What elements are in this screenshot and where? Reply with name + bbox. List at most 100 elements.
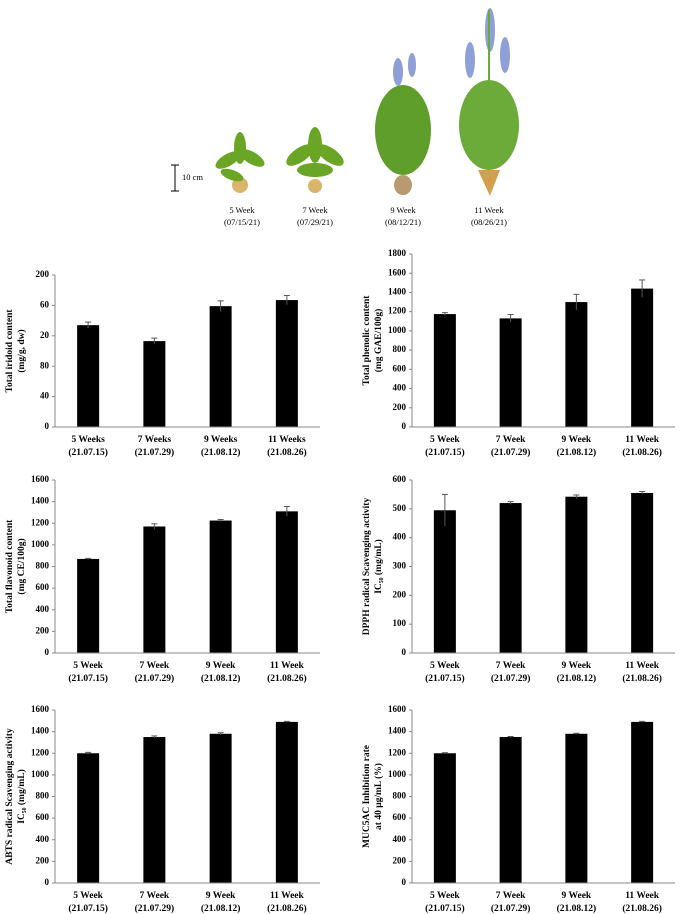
photo-label: (08/12/21) <box>385 217 421 227</box>
bar <box>433 753 456 883</box>
y-tick-label: 800 <box>393 791 407 801</box>
scale-label: 10 cm <box>182 172 203 182</box>
bar <box>143 341 166 427</box>
y-tick-label: 1200 <box>388 306 407 316</box>
y-tick-label: 0 <box>402 647 407 657</box>
photo-label: 5 Week <box>229 205 255 215</box>
y-tick-label: 600 <box>36 582 50 592</box>
y-tick-label: 800 <box>393 344 407 354</box>
y-tick-label: 600 <box>36 812 50 822</box>
y-tick-label: 800 <box>36 561 50 571</box>
bar <box>77 325 100 427</box>
x-tick-label: 9 Week <box>562 435 592 445</box>
x-tick-sublabel: (21.07.15) <box>68 673 108 684</box>
bar <box>631 492 654 653</box>
y-axis-label: MUC5AC Inhibition rate <box>362 745 372 848</box>
x-tick-label: 5 Week <box>430 661 460 671</box>
plant <box>215 132 265 193</box>
x-tick-label: 11 Week <box>270 891 305 901</box>
x-tick-sublabel: (21.07.15) <box>68 903 108 914</box>
y-tick-label: 200 <box>393 402 407 412</box>
x-tick-sublabel: (21.07.15) <box>425 447 465 458</box>
y-axis-label: Total iridoid content <box>5 309 15 393</box>
y-tick-label: 500 <box>393 503 407 513</box>
x-tick-sublabel: (21.08.26) <box>267 903 307 914</box>
bar <box>565 496 588 653</box>
y-tick-label: 40 <box>40 391 50 401</box>
y-axis-label: at 40 μg/mL (%) <box>373 763 384 830</box>
x-tick-sublabel: (21.07.29) <box>135 903 175 914</box>
y-tick-label: 1000 <box>31 769 50 779</box>
x-tick-sublabel: (21.07.15) <box>425 673 465 684</box>
plant <box>286 127 344 193</box>
x-tick-sublabel: (21.08.12) <box>557 673 597 684</box>
y-tick-label: 1400 <box>388 287 407 297</box>
bar <box>77 558 100 653</box>
photo-label: (07/29/21) <box>297 217 333 227</box>
x-tick-sublabel: (21.07.29) <box>135 673 175 684</box>
x-tick-sublabel: (21.08.26) <box>622 673 662 684</box>
bar <box>499 503 522 653</box>
y-axis-label: (mg GAE/100g) <box>373 309 384 373</box>
y-tick-label: 60 <box>40 299 50 309</box>
x-tick-label: 11 Weeks <box>268 435 306 445</box>
x-tick-label: 7 Week <box>140 891 170 901</box>
y-tick-label: 1600 <box>31 474 50 484</box>
y-axis-label: ABTS radical Scavenging activity <box>5 728 15 865</box>
y-tick-label: 1400 <box>31 496 50 506</box>
x-tick-label: 9 Week <box>206 661 236 671</box>
x-tick-sublabel: (21.08.12) <box>557 903 597 914</box>
x-tick-sublabel: (21.07.29) <box>135 447 175 458</box>
photo-label: 9 Week <box>390 205 416 215</box>
y-axis-label: (mg CE/100g) <box>16 538 27 594</box>
bar <box>499 737 522 883</box>
y-tick-label: 1400 <box>31 726 50 736</box>
bar <box>275 721 298 883</box>
bar <box>631 721 654 883</box>
x-tick-label: 11 Week <box>625 891 660 901</box>
x-tick-label: 11 Week <box>625 435 660 445</box>
y-tick-label: 0 <box>45 877 50 887</box>
plant <box>459 8 519 196</box>
x-tick-sublabel: (21.07.29) <box>491 447 531 458</box>
y-tick-label: 20 <box>40 330 50 340</box>
bar <box>77 753 100 883</box>
x-tick-sublabel: (21.07.29) <box>491 673 531 684</box>
bar <box>499 318 522 427</box>
x-tick-label: 5 Week <box>430 435 460 445</box>
y-tick-label: 1000 <box>388 325 407 335</box>
y-tick-label: 600 <box>393 474 407 484</box>
y-axis-label: DPPH radical Scavenging activity <box>362 498 372 636</box>
y-tick-label: 1200 <box>388 747 407 757</box>
y-tick-label: 400 <box>36 834 50 844</box>
bar <box>275 511 298 653</box>
y-tick-label: 1600 <box>388 704 407 714</box>
y-tick-label: 1600 <box>388 267 407 277</box>
bar <box>275 300 298 427</box>
x-tick-label: 9 Weeks <box>204 435 238 445</box>
y-axis-label: Total flavonoid content <box>5 519 15 613</box>
x-tick-label: 7 Week <box>140 661 170 671</box>
y-tick-label: 0 <box>45 421 50 431</box>
y-tick-label: 400 <box>393 834 407 844</box>
plant-photos: 10 cm <box>171 8 519 196</box>
x-tick-sublabel: (21.08.12) <box>557 447 597 458</box>
x-tick-label: 9 Week <box>206 891 236 901</box>
x-tick-label: 9 Week <box>562 661 592 671</box>
x-tick-sublabel: (21.08.12) <box>201 447 241 458</box>
y-axis-label: IC₅₀ (mg/mL) <box>373 539 384 594</box>
x-tick-label: 11 Week <box>625 661 660 671</box>
y-tick-label: 400 <box>393 383 407 393</box>
y-tick-label: 400 <box>36 604 50 614</box>
x-tick-sublabel: (21.08.26) <box>267 447 307 458</box>
bar <box>209 733 232 883</box>
x-tick-sublabel: (21.07.15) <box>425 903 465 914</box>
photo-label: (08/26/21) <box>471 217 507 227</box>
bar <box>209 306 232 427</box>
bar <box>143 737 166 883</box>
x-tick-label: 7 Week <box>496 891 526 901</box>
y-tick-label: 1000 <box>31 539 50 549</box>
y-tick-label: 1000 <box>388 769 407 779</box>
x-tick-label: 7 Weeks <box>138 435 172 445</box>
y-tick-label: 0 <box>402 421 407 431</box>
